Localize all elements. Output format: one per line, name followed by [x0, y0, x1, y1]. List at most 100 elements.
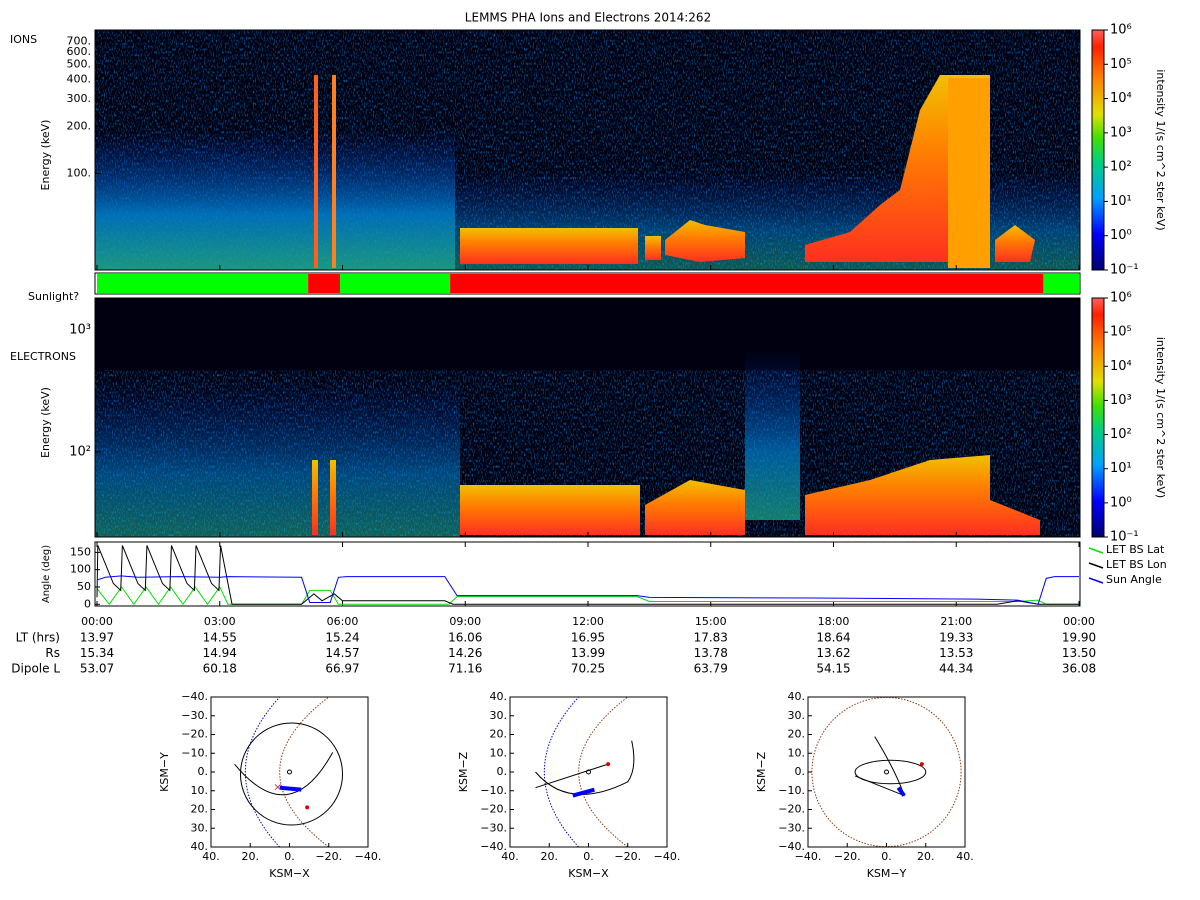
y-tick-label: −10. [480, 784, 507, 797]
y-tick-label: 0 [84, 597, 91, 610]
colorbar-tick-label: 10¹ [1110, 194, 1132, 209]
x-tick-label: 03:00 [204, 615, 236, 628]
row-value: 66.97 [325, 662, 359, 676]
y-tick-label: 0. [497, 765, 508, 778]
y-tick-label: −40. [181, 690, 208, 703]
y-axis-label: Energy (keV) [39, 387, 52, 458]
panel-label: ELECTRONS [10, 350, 76, 363]
y-tick-label: 100 [70, 563, 91, 576]
row-value: 70.25 [571, 662, 605, 676]
x-tick-label: 06:00 [327, 615, 359, 628]
y-axis-label: KSM−Z [755, 751, 768, 792]
x-tick-label: 00:00 [1063, 615, 1095, 628]
ion-spectrogram [95, 30, 1080, 270]
panel-label: IONS [10, 33, 37, 46]
colorbar-tick-label: 10³ [1110, 393, 1132, 408]
chart-title: LEMMS PHA Ions and Electrons 2014:262 [465, 11, 711, 25]
y-tick-label: 40. [191, 840, 209, 853]
row-value: 13.99 [571, 646, 605, 660]
row-value: 14.55 [203, 631, 237, 645]
y-tick-label: 400. [67, 72, 92, 85]
legend-swatch [1088, 547, 1104, 554]
row-value: 53.07 [80, 662, 114, 676]
y-tick-label: 10³ [69, 322, 91, 337]
row-value: 63.79 [694, 662, 728, 676]
magnetopause [244, 696, 281, 848]
legend-swatch [1088, 562, 1104, 569]
plot-frame [94, 272, 1081, 295]
y-tick-label: −20. [778, 803, 805, 816]
x-tick-label: 40. [956, 850, 974, 863]
legend-label: LET BS Lon [1106, 558, 1167, 571]
orbit-plot: −40. −20. 0. 20. 40. 40. 30. 20. 10. 0. −10. −20. −3… [755, 690, 974, 880]
y-tick-label: 10. [490, 746, 508, 759]
row-value: 18.64 [816, 631, 850, 645]
planet [586, 769, 591, 775]
orbit-plot: × 40. 20. 0. −20. −40. −40. −30. −20. −10. 0. 10. 20… [158, 690, 381, 880]
row-label: Dipole L [11, 662, 60, 676]
electron-spectrogram [95, 298, 1080, 537]
trajectory-line [535, 763, 609, 789]
y-tick-label: −30. [778, 821, 805, 834]
bow-shock [811, 696, 962, 848]
x-tick-label: 09:00 [449, 615, 481, 628]
row-value: 60.18 [203, 662, 237, 676]
row-value: 13.97 [80, 631, 114, 645]
y-tick-label: 10. [191, 784, 209, 797]
colorbar-tick-label: 10⁰ [1110, 495, 1132, 510]
row-value: 17.83 [694, 631, 728, 645]
x-tick-label: 15:00 [695, 615, 727, 628]
colorbar-tick-label: 10⁵ [1110, 325, 1132, 340]
colorbar-label: intensity 1/(s cm^2 ster keV) [1154, 69, 1167, 230]
marker [305, 805, 310, 810]
x-tick-label: 0. [583, 850, 594, 863]
row-label: Rs [45, 646, 60, 660]
y-tick-label: 10² [69, 444, 91, 459]
row-value: 16.95 [571, 631, 605, 645]
row-value: 14.57 [325, 646, 359, 660]
x-tick-label: −40. [654, 850, 681, 863]
orbit-ring [854, 759, 927, 785]
colorbar-tick-label: 10⁻¹ [1110, 263, 1139, 278]
y-tick-label: −20. [181, 728, 208, 741]
marker [919, 762, 924, 767]
trajectory [234, 752, 334, 796]
x-tick-label: 20. [242, 850, 260, 863]
y-tick-label: −40. [778, 840, 805, 853]
panel-label: Sunlight? [28, 290, 79, 303]
colorbar-tick-label: 10⁴ [1110, 91, 1132, 106]
x-tick-label: −40. [355, 850, 382, 863]
colorbar-tick-label: 10⁴ [1110, 359, 1132, 374]
y-tick-label: 300. [67, 92, 92, 105]
x-tick-label: −20. [315, 850, 342, 863]
row-value: 36.08 [1062, 662, 1096, 676]
row-value: 13.78 [694, 646, 728, 660]
y-tick-label: 200. [67, 119, 92, 132]
bow-shock [578, 696, 629, 848]
colorbar-tick-label: 10³ [1110, 125, 1132, 140]
bow-shock [279, 696, 330, 848]
sunlight-segment [1043, 274, 1079, 293]
row-value: 44.34 [939, 662, 973, 676]
series-line [96, 575, 1079, 605]
marker-x: × [273, 781, 282, 794]
row-value: 15.34 [80, 646, 114, 660]
colorbar-tick-label: 10¹ [1110, 461, 1132, 476]
x-axis-label: KSM−X [269, 867, 310, 880]
y-tick-label: 30. [490, 709, 508, 722]
y-tick-label: −20. [480, 803, 507, 816]
x-tick-label: 0. [284, 850, 295, 863]
y-tick-label: 150 [70, 545, 91, 558]
x-tick-label: 21:00 [940, 615, 972, 628]
x-tick-label: 0. [881, 850, 892, 863]
y-tick-label: −30. [181, 709, 208, 722]
plot-frame [509, 696, 668, 848]
row-value: 15.24 [325, 631, 359, 645]
y-tick-label: 600. [67, 45, 92, 58]
legend-label: Sun Angle [1106, 573, 1162, 586]
y-tick-label: 0. [198, 765, 209, 778]
planet [287, 769, 292, 775]
y-tick-label: 500. [67, 57, 92, 70]
